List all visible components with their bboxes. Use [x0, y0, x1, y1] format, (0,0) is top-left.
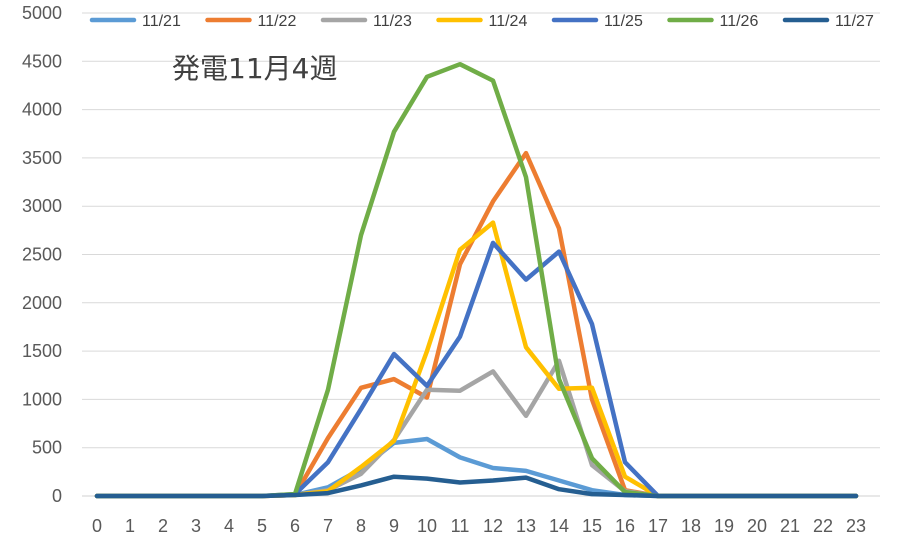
- gridlines: [82, 12, 880, 497]
- x-tick-label: 11: [451, 516, 470, 536]
- x-tick-label: 15: [582, 516, 602, 536]
- x-tick-label: 9: [389, 516, 399, 536]
- x-tick-label: 19: [714, 516, 734, 536]
- x-tick-label: 22: [813, 516, 833, 536]
- x-tick-label: 6: [290, 516, 300, 536]
- series-line-11-24: [94, 220, 859, 499]
- x-tick-label: 7: [323, 516, 333, 536]
- legend-label: 11/24: [489, 13, 528, 30]
- x-tick-label: 17: [648, 516, 668, 536]
- legend-label: 11/23: [373, 13, 412, 30]
- y-tick-label: 500: [32, 438, 62, 458]
- y-axis-ticks: 0 500 1000 1500 2000 2500 3000 3500 4000 4500 5000: [22, 3, 62, 506]
- series-line-11-25: [94, 240, 859, 499]
- y-tick-label: 5000: [22, 3, 62, 23]
- x-tick-label: 13: [516, 516, 536, 536]
- series-line-11-27: [94, 474, 859, 499]
- x-tick-label: 18: [681, 516, 701, 536]
- x-tick-label: 14: [549, 516, 569, 536]
- legend-label: 11/26: [720, 13, 759, 30]
- x-tick-label: 12: [483, 516, 503, 536]
- y-tick-label: 4000: [22, 100, 62, 120]
- y-tick-label: 0: [52, 486, 62, 506]
- y-tick-label: 4500: [22, 51, 62, 71]
- x-tick-label: 10: [417, 516, 437, 536]
- y-tick-label: 1500: [22, 341, 62, 361]
- x-tick-label: 2: [158, 516, 168, 536]
- legend-label: 11/25: [604, 13, 643, 30]
- series-line-11-22: [94, 150, 859, 499]
- legend-label: 11/21: [142, 13, 181, 30]
- x-tick-label: 3: [191, 516, 201, 536]
- x-tick-label: 20: [747, 516, 767, 536]
- x-tick-label: 0: [92, 516, 102, 536]
- y-tick-label: 2000: [22, 293, 62, 313]
- y-tick-label: 2500: [22, 245, 62, 265]
- x-axis-ticks: 0 1 2 3 4 5 6 7 8 9 10 11 12 13 14 15 16 17 18 19 20 21 22 23: [92, 516, 866, 536]
- x-tick-label: 16: [615, 516, 635, 536]
- legend: 11/21 11/22 11/23 11/24 11/25 11/26 11/27: [89, 13, 874, 30]
- x-tick-label: 4: [224, 516, 234, 536]
- x-tick-label: 5: [257, 516, 267, 536]
- y-tick-label: 3500: [22, 148, 62, 168]
- chart-title: 発電11月4週: [172, 52, 337, 85]
- y-tick-label: 3000: [22, 196, 62, 216]
- legend-label: 11/22: [258, 13, 297, 30]
- legend-label: 11/27: [835, 13, 874, 30]
- series-line-11-26: [94, 61, 859, 499]
- x-tick-label: 21: [780, 516, 800, 536]
- x-tick-label: 1: [125, 516, 135, 536]
- x-tick-label: 23: [846, 516, 866, 536]
- series-line-11-23: [94, 358, 859, 499]
- series-lines: [94, 61, 859, 499]
- x-tick-label: 8: [356, 516, 366, 536]
- y-tick-label: 1000: [22, 389, 62, 409]
